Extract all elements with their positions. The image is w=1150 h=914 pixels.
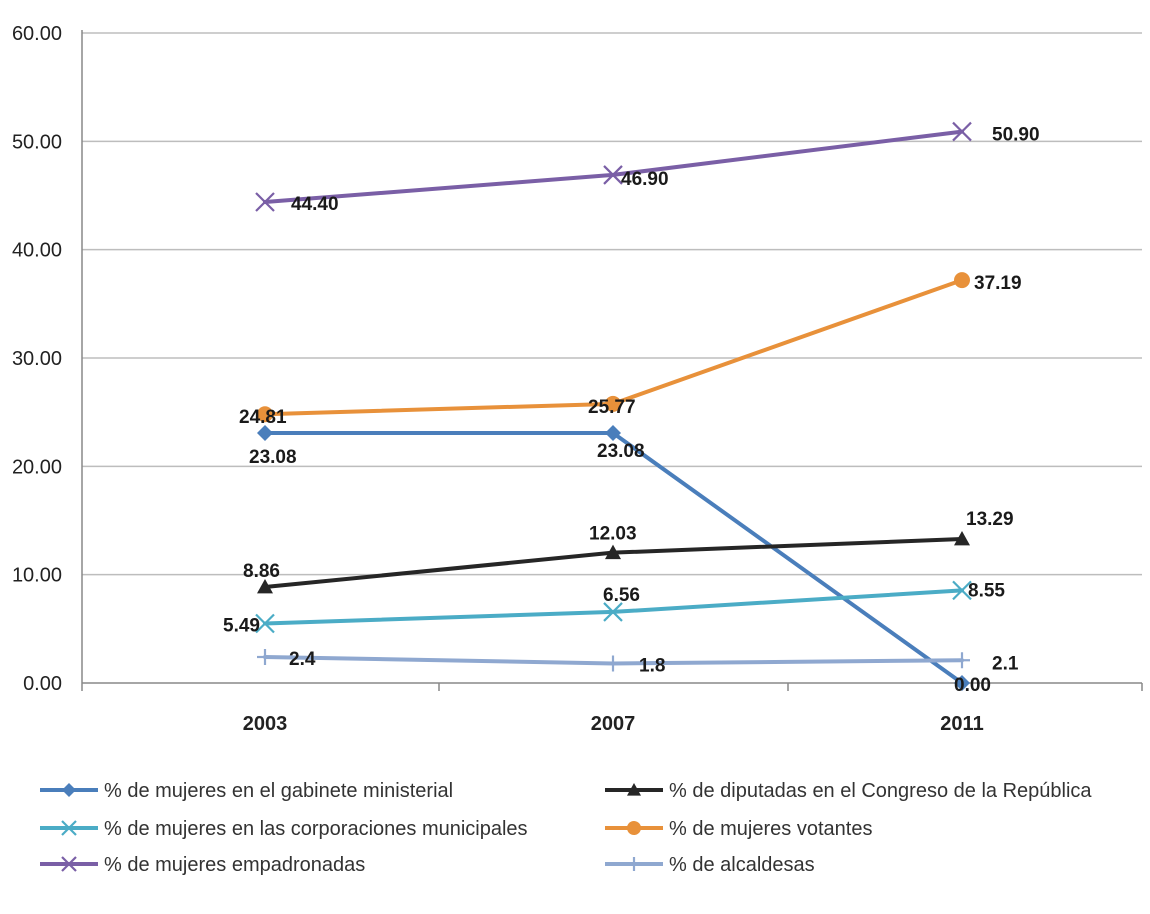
- marker-stroke: [603, 602, 623, 622]
- point-marker: [605, 655, 621, 672]
- series-3: [255, 580, 972, 634]
- data-label: 23.08: [249, 447, 297, 468]
- point-marker: [603, 165, 623, 185]
- legend-item: % de mujeres en el gabinete ministerial: [40, 780, 453, 802]
- point-marker: [605, 424, 621, 441]
- gridlines: [82, 32, 1142, 576]
- series-5: [255, 121, 972, 212]
- point-marker: [627, 857, 641, 871]
- x-tick-label: 2007: [591, 713, 636, 735]
- data-label: 8.55: [968, 580, 1005, 601]
- marker-stroke: [61, 856, 77, 872]
- data-label: 50.90: [992, 125, 1040, 146]
- data-label: 0.00: [954, 675, 991, 696]
- x-tick-label: 2003: [243, 713, 288, 735]
- legend-label: % de mujeres votantes: [669, 818, 872, 840]
- point-marker: [257, 424, 273, 441]
- legend-label: % de mujeres empadronadas: [104, 854, 365, 876]
- point-marker: [257, 649, 273, 665]
- point-marker: [257, 406, 273, 423]
- marker-stroke: [603, 165, 623, 185]
- y-tick-label: 50.00: [12, 131, 62, 153]
- data-label: 2.4: [289, 649, 316, 670]
- data-label: 46.90: [621, 169, 669, 190]
- data-label: 1.8: [639, 656, 665, 677]
- point-marker: [257, 579, 273, 594]
- series-line: [263, 278, 964, 417]
- data-label: 23.08: [597, 441, 645, 462]
- y-tick-label: 10.00: [12, 565, 62, 587]
- data-label: 44.40: [291, 194, 339, 215]
- data-label: 13.29: [966, 509, 1014, 530]
- data-label: 24.81: [239, 407, 287, 428]
- data-labels: 23.08 23.08 0.00 8.86 12.03 13.29 5.49 6.56 8.55…: [223, 125, 1040, 696]
- legend-label: % de mujeres en el gabinete ministerial: [104, 780, 453, 802]
- point-marker: [627, 821, 641, 835]
- point-marker: [603, 602, 623, 622]
- y-tick-label: 40.00: [12, 240, 62, 262]
- y-tick-label: 60.00: [12, 23, 62, 45]
- data-label: 25.77: [588, 397, 636, 418]
- series-4: [257, 272, 970, 423]
- point-marker: [255, 192, 275, 212]
- series-lines: [255, 121, 972, 691]
- data-label: 12.03: [589, 524, 637, 545]
- data-label: 6.56: [603, 585, 640, 606]
- marker-stroke: [952, 580, 972, 601]
- series-6: [257, 649, 970, 672]
- legend-item: % de mujeres empadronadas: [40, 854, 365, 876]
- point-marker: [255, 613, 275, 634]
- point-marker: [952, 121, 972, 142]
- legend-label: % de mujeres en las corporaciones munici…: [104, 818, 528, 840]
- point-marker: [61, 856, 77, 872]
- legend-item: % de alcaldesas: [605, 854, 815, 876]
- point-marker: [954, 272, 970, 289]
- legend-item: % de mujeres votantes: [605, 818, 872, 840]
- point-marker: [605, 395, 621, 412]
- y-tick-label: 0.00: [23, 673, 62, 695]
- x-tick-label: 2011: [940, 713, 983, 735]
- legend-item: % de mujeres en las corporaciones munici…: [40, 818, 528, 840]
- marker-stroke: [952, 121, 972, 142]
- point-marker: [627, 783, 641, 796]
- legend-item: % de diputadas en el Congreso de la Repú…: [605, 780, 1092, 802]
- marker-stroke: [255, 613, 275, 634]
- point-marker: [61, 820, 77, 836]
- point-marker: [954, 675, 970, 691]
- legend-label: % de alcaldesas: [669, 854, 815, 876]
- data-label: 8.86: [243, 561, 280, 582]
- series-1: [257, 424, 970, 691]
- point-marker: [954, 531, 970, 546]
- data-label: 5.49: [223, 616, 260, 637]
- legend-label: % de diputadas en el Congreso de la Repú…: [669, 780, 1092, 802]
- point-marker: [954, 652, 970, 669]
- series-2: [257, 531, 970, 594]
- data-label: 37.19: [974, 273, 1022, 294]
- y-tick-label: 20.00: [12, 456, 62, 478]
- data-label: 2.1: [992, 653, 1019, 674]
- legend: % de mujeres en el gabinete ministerial%…: [40, 780, 1092, 876]
- axes: 0.00 10.00 20.00 30.00 40.00 50.00 60.00 2003 20…: [12, 23, 1143, 735]
- point-marker: [62, 783, 76, 797]
- y-tick-label: 30.00: [12, 348, 62, 370]
- point-marker: [952, 580, 972, 601]
- marker-stroke: [61, 820, 77, 836]
- marker-stroke: [255, 192, 275, 212]
- point-marker: [605, 544, 621, 560]
- series-line: [263, 129, 964, 204]
